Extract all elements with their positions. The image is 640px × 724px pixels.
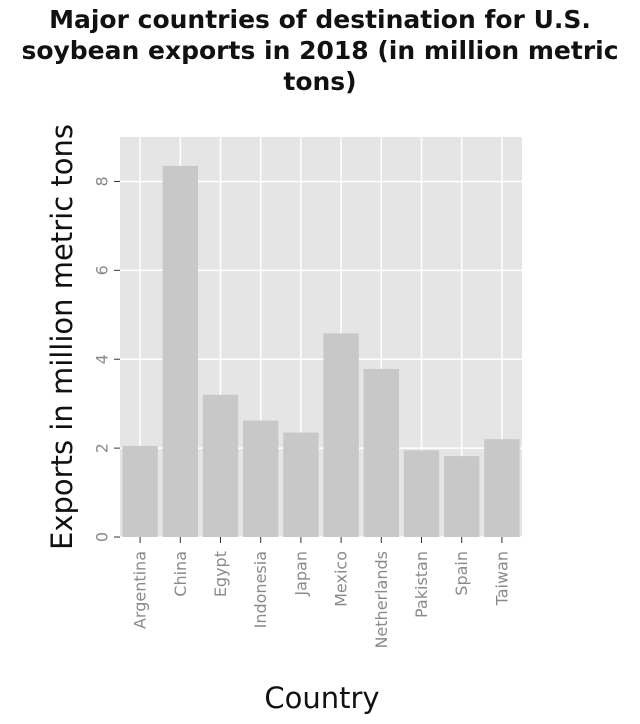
- bar-taiwan: [484, 439, 520, 537]
- x-tick-label: Mexico: [332, 551, 351, 607]
- chart-title: Major countries of destination for U.S. …: [0, 4, 640, 97]
- y-axis-label: Exports in million metric tons: [45, 124, 79, 550]
- bar-spain: [444, 456, 480, 537]
- bars: [122, 165, 520, 537]
- x-tick-label: Argentina: [131, 551, 150, 629]
- y-tick-label: 0: [93, 532, 112, 542]
- y-tick-label: 2: [93, 443, 112, 453]
- x-axis-label: Country: [264, 681, 379, 715]
- chart-title-line-3: tons): [283, 67, 357, 96]
- x-tick-label: Pakistan: [412, 551, 431, 618]
- y-axis: 0 2 4 6 8: [93, 176, 120, 542]
- x-tick-label: Egypt: [211, 551, 230, 597]
- bar-egypt: [202, 394, 239, 537]
- bar-china: [162, 165, 198, 537]
- x-axis: Argentina China Egypt Indonesia Japan Mexico N…: [131, 537, 511, 649]
- x-tick-label: China: [171, 551, 190, 597]
- x-tick-label: Indonesia: [251, 551, 270, 628]
- bar-pakistan: [403, 450, 440, 537]
- bar-argentina: [122, 445, 158, 537]
- bar-japan: [283, 432, 319, 537]
- y-tick-label: 6: [93, 265, 112, 275]
- x-tick-label: Netherlands: [372, 551, 391, 649]
- y-tick-label: 4: [93, 354, 112, 364]
- chart-title-line-1: Major countries of destination for U.S.: [49, 5, 591, 34]
- chart-title-line-2: soybean exports in 2018 (in million metr…: [21, 36, 619, 65]
- x-tick-label: Japan: [291, 551, 310, 597]
- bar-mexico: [323, 333, 359, 537]
- bar-netherlands: [363, 369, 399, 537]
- bar-indonesia: [243, 420, 279, 537]
- y-tick-label: 8: [93, 176, 112, 186]
- x-tick-label: Spain: [452, 551, 471, 596]
- x-tick-label: Taiwan: [492, 551, 511, 606]
